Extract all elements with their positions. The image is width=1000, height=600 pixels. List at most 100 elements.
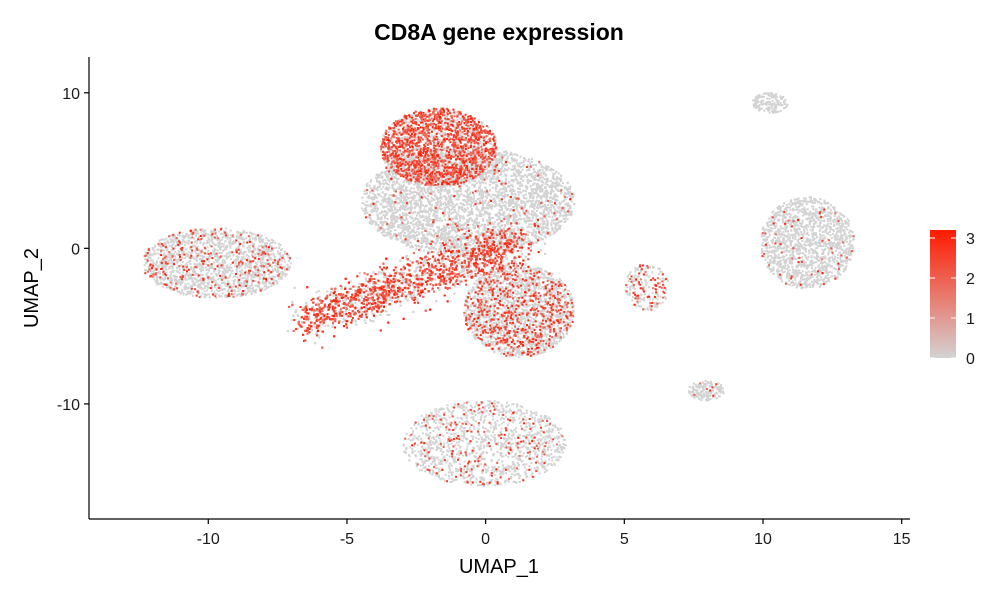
- scatter-point: [501, 167, 503, 170]
- scatter-point: [434, 218, 437, 221]
- scatter-point: [462, 199, 465, 202]
- scatter-point: [530, 202, 533, 205]
- scatter-point: [367, 194, 370, 197]
- scatter-point: [531, 206, 534, 208]
- scatter-point: [411, 212, 414, 215]
- scatter-point: [527, 210, 530, 213]
- scatter-point: [565, 210, 568, 213]
- scatter-point: [465, 209, 468, 212]
- scatter-point: [473, 194, 475, 197]
- scatter-point: [525, 217, 528, 220]
- scatter-point: [369, 205, 372, 208]
- scatter-point: [386, 211, 389, 214]
- scatter-point: [376, 179, 378, 182]
- scatter-point: [485, 164, 488, 167]
- scatter-point: [546, 178, 549, 181]
- scatter-point: [408, 233, 411, 236]
- scatter-point: [516, 181, 519, 184]
- scatter-point: [409, 237, 412, 240]
- scatter-point: [478, 197, 481, 200]
- scatter-point: [435, 239, 438, 241]
- scatter-point: [404, 234, 407, 237]
- scatter-point: [497, 192, 500, 195]
- scatter-point: [384, 216, 387, 219]
- scatter-point: [410, 205, 413, 208]
- scatter-point: [504, 205, 507, 208]
- scatter-point: [501, 201, 504, 204]
- scatter-point: [413, 226, 416, 229]
- scatter-point: [535, 213, 538, 216]
- scatter-point: [386, 218, 389, 221]
- scatter-point: [415, 221, 418, 224]
- scatter-point: [516, 219, 519, 222]
- scatter-point: [517, 174, 520, 177]
- scatter-point: [518, 213, 521, 216]
- scatter-point: [412, 223, 415, 226]
- scatter-point: [561, 200, 564, 203]
- scatter-point: [558, 226, 560, 229]
- scatter-point: [452, 239, 455, 242]
- scatter-point: [397, 202, 400, 205]
- scatter-point: [361, 196, 364, 199]
- scatter-point: [473, 197, 476, 200]
- scatter-point: [399, 235, 402, 237]
- scatter-point: [519, 181, 522, 184]
- scatter-point: [426, 233, 429, 236]
- scatter-point: [473, 179, 475, 182]
- scatter-point: [515, 159, 518, 162]
- scatter-point: [420, 237, 423, 240]
- scatter-point: [476, 161, 479, 164]
- scatter-point: [527, 181, 530, 183]
- scatter-point: [385, 234, 388, 237]
- scatter-point: [409, 196, 412, 199]
- scatter-point: [381, 198, 384, 201]
- scatter-point: [366, 192, 368, 195]
- scatter-point: [387, 200, 390, 203]
- scatter-point: [384, 210, 386, 212]
- scatter-point: [376, 213, 379, 216]
- scatter-point: [555, 211, 558, 214]
- scatter-point: [394, 176, 397, 179]
- scatter-point: [425, 241, 428, 244]
- scatter-point: [470, 205, 473, 208]
- scatter-point: [503, 215, 506, 218]
- scatter-point: [398, 183, 401, 186]
- scatter-point: [448, 207, 450, 210]
- scatter-point: [546, 221, 549, 224]
- scatter-point: [385, 205, 388, 208]
- scatter-point: [481, 231, 484, 234]
- scatter-point: [554, 228, 557, 231]
- scatter-point: [544, 208, 547, 211]
- scatter-point: [490, 163, 492, 166]
- scatter-point: [558, 182, 561, 185]
- scatter-point: [523, 157, 525, 159]
- scatter-point: [399, 187, 402, 190]
- scatter-point: [425, 191, 427, 194]
- scatter-point: [552, 172, 555, 175]
- scatter-point: [500, 169, 503, 172]
- scatter-point: [416, 191, 419, 194]
- scatter-point: [540, 195, 543, 198]
- scatter-point: [405, 244, 408, 247]
- scatter-point: [517, 187, 520, 190]
- scatter-point: [558, 224, 561, 227]
- scatter-point: [413, 183, 416, 186]
- scatter-point: [569, 207, 572, 210]
- scatter-point: [441, 229, 444, 232]
- scatter-point: [482, 217, 485, 220]
- scatter-point: [547, 203, 550, 206]
- scatter-point: [495, 181, 498, 183]
- scatter-point: [390, 170, 393, 173]
- scatter-point: [386, 189, 389, 192]
- scatter-point: [439, 200, 441, 203]
- scatter-point: [461, 237, 464, 240]
- scatter-point: [447, 216, 450, 219]
- scatter-point: [451, 235, 454, 238]
- scatter-point: [444, 228, 447, 231]
- scatter-point: [371, 222, 373, 225]
- scatter-point: [558, 203, 561, 205]
- scatter-point: [525, 187, 528, 190]
- scatter-point: [547, 191, 550, 194]
- scatter-point: [569, 188, 571, 190]
- scatter-point: [527, 237, 530, 240]
